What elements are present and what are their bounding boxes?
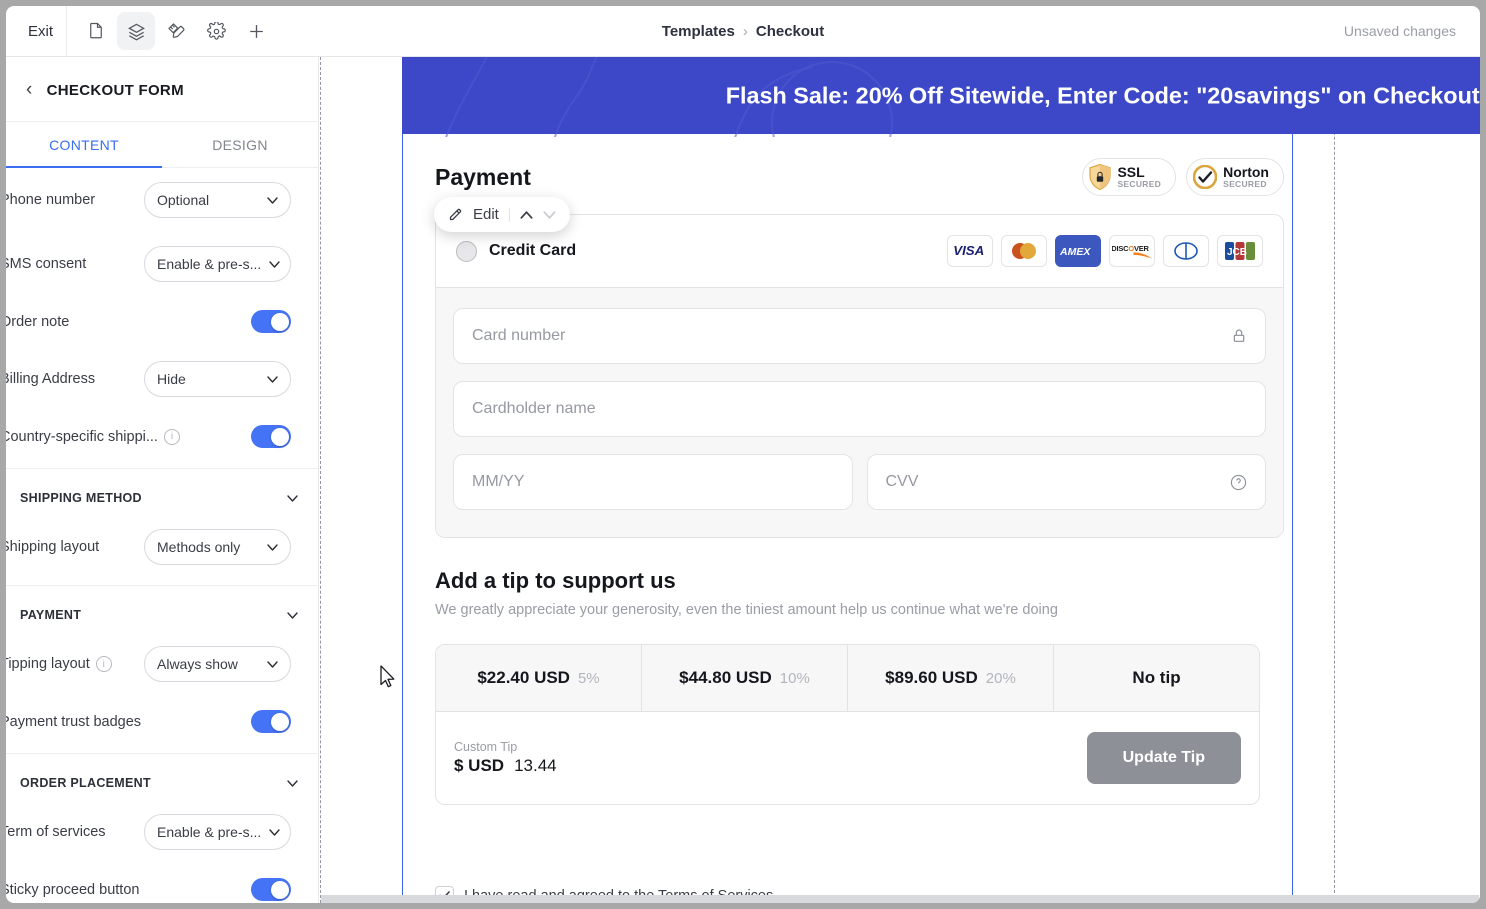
svg-text:JCB: JCB: [1227, 247, 1247, 258]
svg-text:DISCOVER: DISCOVER: [1112, 244, 1150, 253]
svg-text:VISA: VISA: [953, 244, 984, 258]
svg-text:AMEX: AMEX: [1060, 245, 1091, 257]
